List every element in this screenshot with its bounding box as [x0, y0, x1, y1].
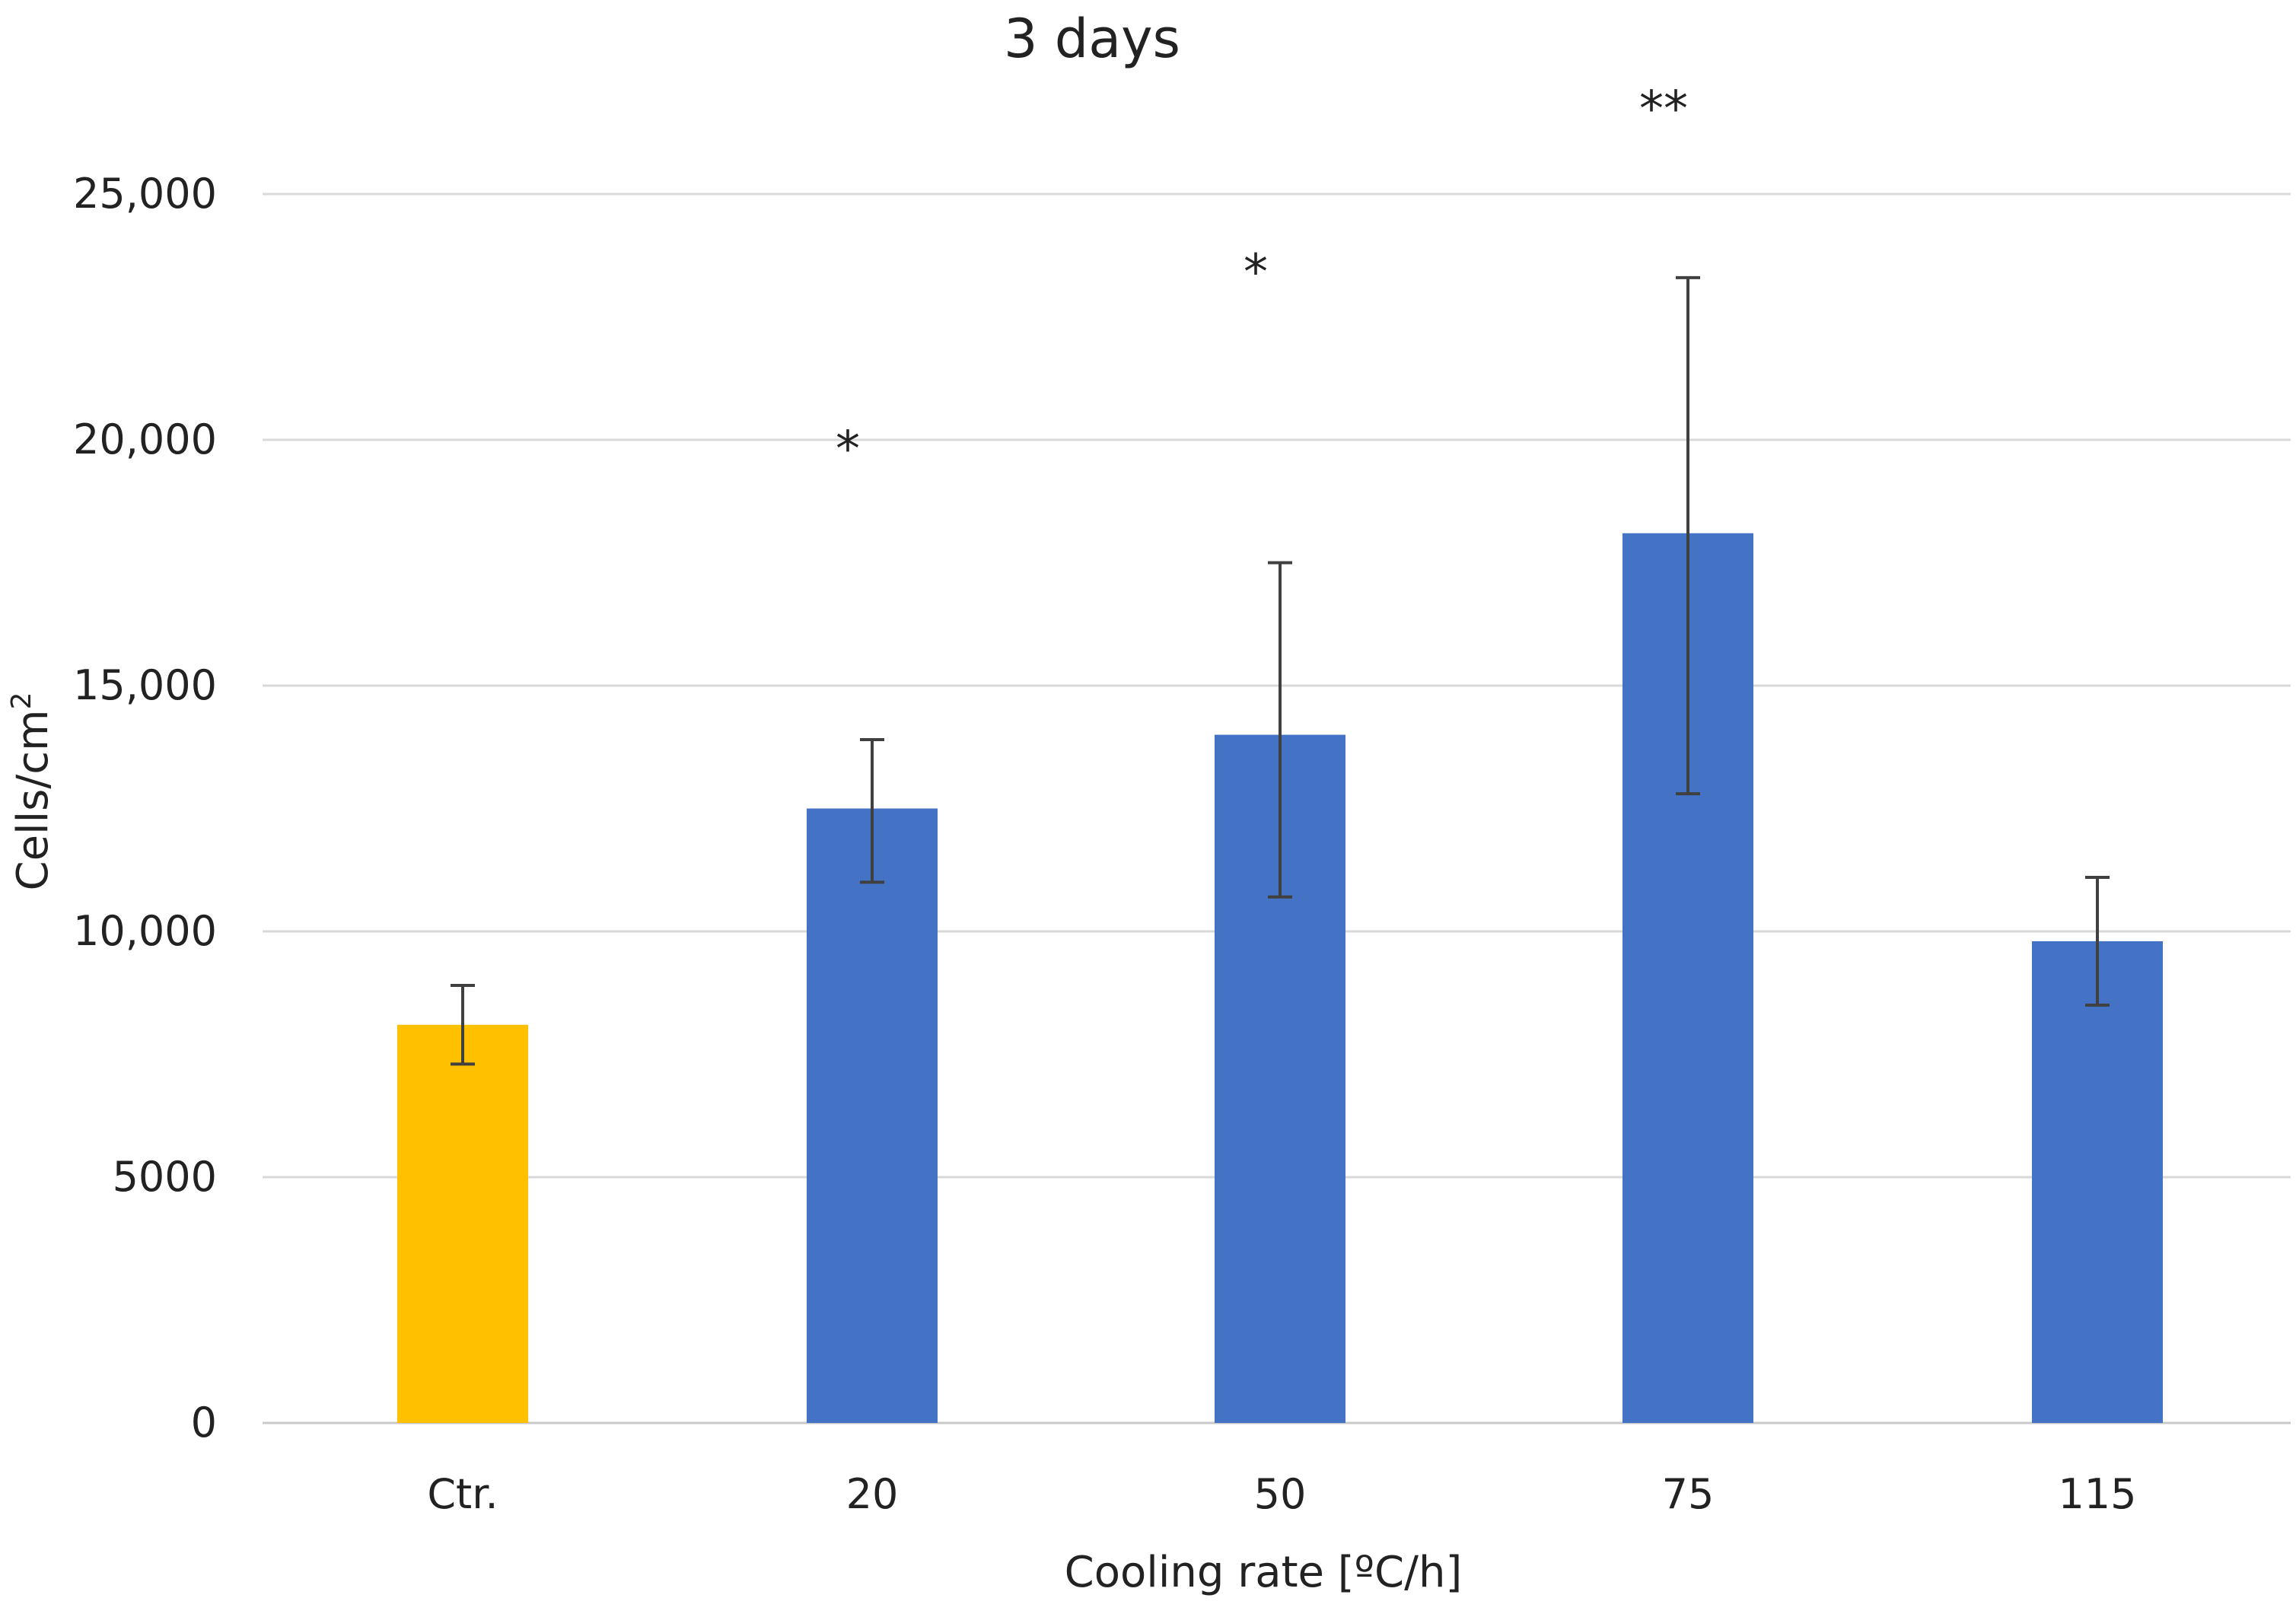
bar-115 [2032, 941, 2163, 1423]
x-tick-label: 115 [2058, 1470, 2136, 1518]
x-axis-label: Cooling rate [ºC/h] [1065, 1548, 1463, 1597]
y-tick-label: 10,000 [73, 907, 217, 955]
error-bar [860, 738, 884, 884]
significance-marker: * [836, 422, 860, 478]
error-bar [1268, 561, 1292, 899]
chart-title: 3 days [1004, 8, 1180, 70]
significance-marker: ** [1639, 81, 1688, 138]
y-tick-label: 25,000 [73, 170, 217, 218]
x-tick-label: Ctr. [427, 1470, 498, 1518]
y-axis-label-text: Cells/cm [8, 709, 58, 890]
bar-20 [807, 808, 938, 1423]
x-tick-label: 20 [846, 1470, 899, 1518]
x-tick-label: 75 [1662, 1470, 1715, 1518]
y-tick-label: 15,000 [73, 661, 217, 709]
y-tick-label: 0 [191, 1399, 217, 1447]
bar-ctr [397, 1024, 528, 1423]
x-tick-label: 50 [1254, 1470, 1307, 1518]
x-axis-ticks: Ctr. 20 50 75 115 [427, 1470, 2136, 1518]
bars [397, 533, 2163, 1423]
y-tick-label: 20,000 [73, 415, 217, 463]
significance-marker: * [1244, 245, 1268, 301]
error-bar [2085, 875, 2110, 1007]
error-bar [1676, 275, 1700, 796]
y-axis-label: Cells/cm2 [6, 692, 58, 891]
y-tick-label: 5000 [113, 1153, 217, 1201]
significance-markers: **** [836, 81, 1688, 478]
y-axis-label-superscript: 2 [6, 692, 37, 710]
y-axis-ticks: 0 5000 10,000 15,000 20,000 25,000 [73, 170, 217, 1447]
error-bars [451, 275, 2110, 1066]
error-bar [451, 984, 475, 1066]
